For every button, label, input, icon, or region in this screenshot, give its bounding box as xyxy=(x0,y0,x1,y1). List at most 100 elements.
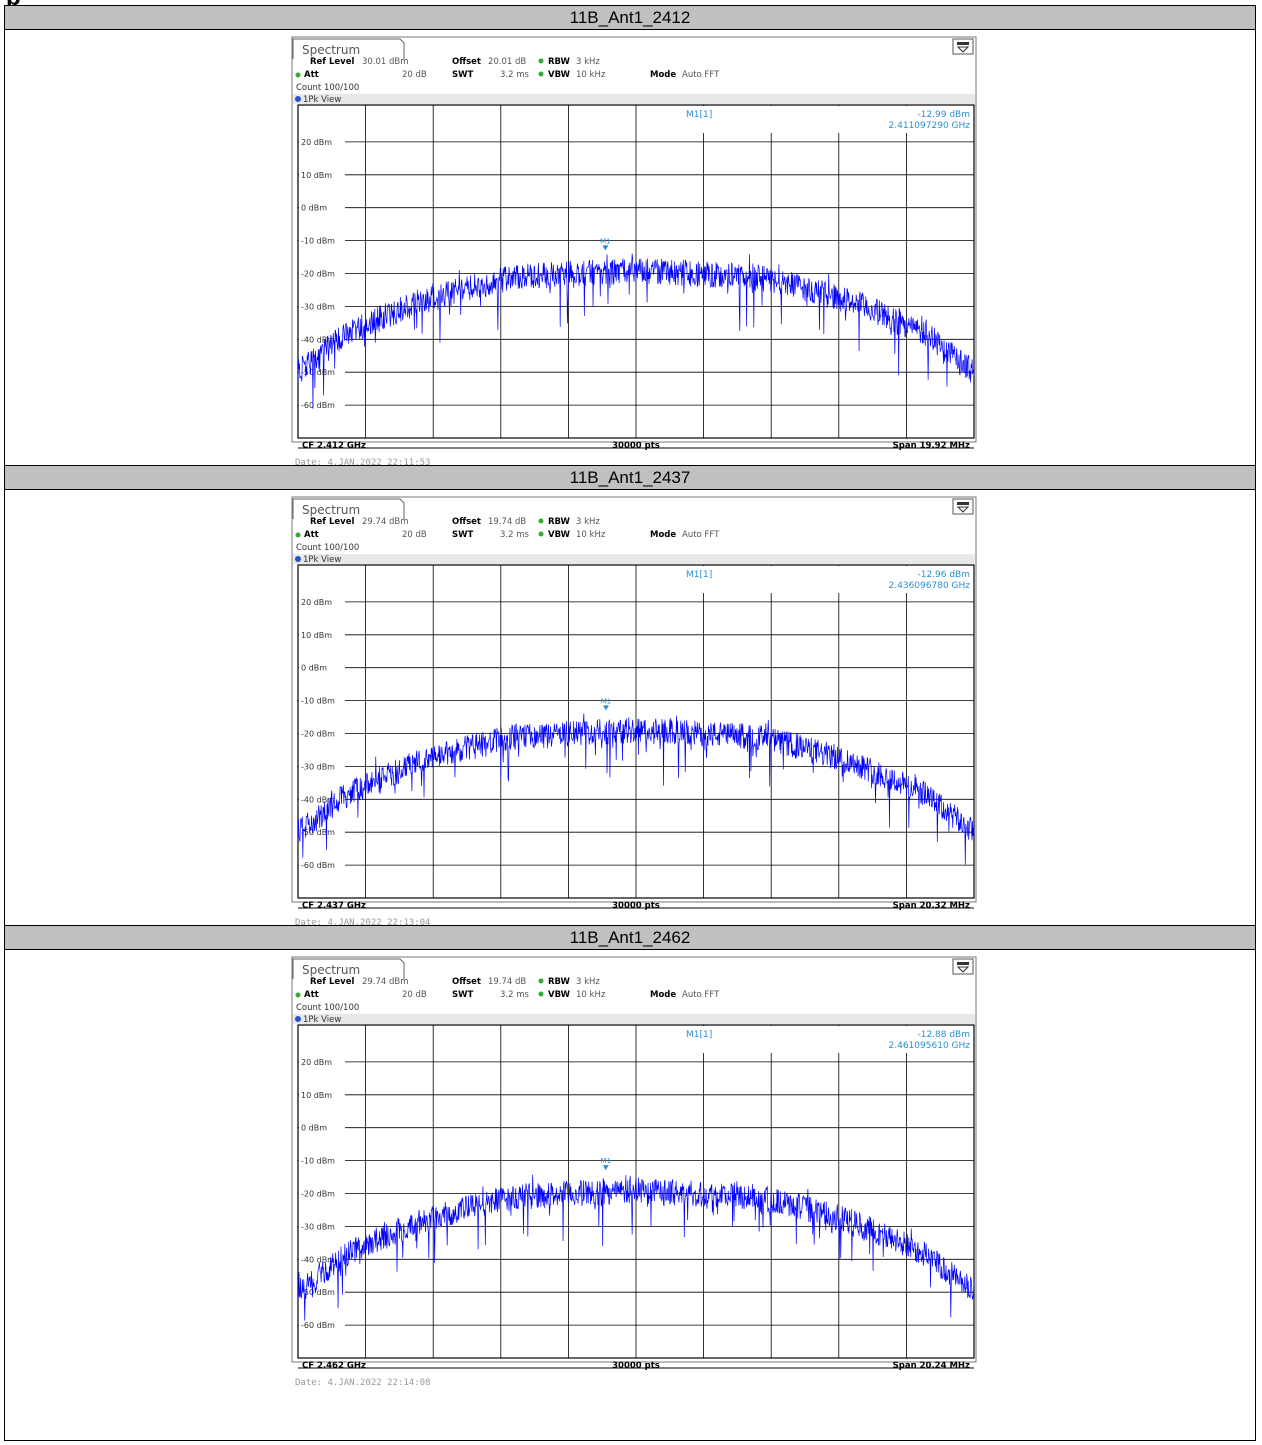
view-label: 1Pk View xyxy=(303,1015,341,1025)
capture-date: Date: 4.JAN.2022 22:13:04 xyxy=(295,918,431,928)
spectrum-tab-label: Spectrum xyxy=(302,43,360,57)
y-tick-label: -50 dBm xyxy=(301,828,335,837)
view-indicator-dot xyxy=(295,1016,301,1022)
ref-level-label: Ref Level xyxy=(310,57,354,67)
y-tick-label: -10 dBm xyxy=(301,697,335,706)
vbw-label: VBW xyxy=(548,530,571,540)
offset-value: 19.74 dB xyxy=(488,977,526,987)
spectrum-trace xyxy=(297,713,975,865)
span-label: Span 19.92 MHz xyxy=(893,441,970,451)
y-tick-label: 0 dBm xyxy=(301,1124,327,1133)
vbw-value: 10 kHz xyxy=(576,70,606,80)
marker-m1-triangle[interactable] xyxy=(602,705,609,711)
att-status-dot xyxy=(295,72,301,78)
marker-level-readout: -12.88 dBm xyxy=(917,1030,970,1040)
swt-value: 3.2 ms xyxy=(500,70,529,80)
ref-level-value: 30.01 dBm xyxy=(362,57,409,67)
y-tick-label: 0 dBm xyxy=(301,204,327,213)
y-tick-label-bg xyxy=(299,234,345,246)
y-tick-label-bg xyxy=(299,1253,345,1265)
y-tick-label: -30 dBm xyxy=(301,1222,335,1231)
y-tick-label-bg xyxy=(299,628,345,640)
y-tick-label: 10 dBm xyxy=(301,1091,332,1100)
y-tick-label-bg xyxy=(299,168,345,180)
instrument-status-icon[interactable] xyxy=(952,498,974,515)
y-tick-label-bg xyxy=(299,366,345,378)
y-tick-label-bg xyxy=(299,1088,345,1100)
y-tick-label: -30 dBm xyxy=(301,302,335,311)
chart-title-row: 11B_Ant1_2437 xyxy=(4,465,1256,490)
y-tick-label: -40 dBm xyxy=(301,1255,335,1264)
y-tick-label-bg xyxy=(299,1055,345,1067)
swt-value: 3.2 ms xyxy=(500,530,529,540)
chart-title-row: 11B_Ant1_2462 xyxy=(4,925,1256,950)
points-label: 30000 pts xyxy=(612,901,660,911)
rbw-value: 3 kHz xyxy=(576,57,600,67)
points-label: 30000 pts xyxy=(612,1361,660,1371)
mode-label: Mode xyxy=(650,530,676,540)
ref-level-value: 29.74 dBm xyxy=(362,977,409,987)
marker-m1-label: M1 xyxy=(601,1157,612,1165)
chart-title-row: 11B_Ant1_2412 xyxy=(4,5,1256,30)
att-value: 20 dB xyxy=(402,70,427,80)
y-tick-label-bg xyxy=(299,1286,345,1298)
spectrum-tab[interactable] xyxy=(292,958,405,979)
rbw-label: RBW xyxy=(548,977,571,987)
spectrum-tab[interactable] xyxy=(292,498,405,519)
y-tick-label-bg xyxy=(299,694,345,706)
vbw-status-dot xyxy=(538,531,544,537)
capture-date: Date: 4.JAN.2022 22:14:08 xyxy=(295,1378,431,1388)
vbw-label: VBW xyxy=(548,990,571,1000)
att-label: Att xyxy=(304,530,319,540)
rbw-label: RBW xyxy=(548,517,571,527)
view-label: 1Pk View xyxy=(303,555,341,565)
view-bar xyxy=(293,1014,975,1024)
rbw-label: RBW xyxy=(548,57,571,67)
marker-m1-triangle[interactable] xyxy=(602,1165,609,1171)
count-readout: Count 100/100 xyxy=(296,543,359,553)
y-tick-label: -60 dBm xyxy=(301,401,335,410)
vbw-value: 10 kHz xyxy=(576,990,606,1000)
y-tick-label-bg xyxy=(299,1154,345,1166)
y-tick-label-bg xyxy=(299,300,345,312)
ref-level-value: 29.74 dBm xyxy=(362,517,409,527)
y-tick-label: -20 dBm xyxy=(301,1190,335,1199)
swt-label: SWT xyxy=(452,990,473,1000)
y-tick-label: -40 dBm xyxy=(301,335,335,344)
mode-value: Auto FFT xyxy=(682,530,720,540)
y-tick-label: 0 dBm xyxy=(301,664,327,673)
marker-readout-bg xyxy=(670,106,970,133)
offset-label: Offset xyxy=(452,57,481,67)
spectrum-trace xyxy=(297,253,975,409)
y-tick-label: 20 dBm xyxy=(301,1058,332,1067)
spectrum-tab[interactable] xyxy=(292,38,405,59)
marker-readout-bg xyxy=(670,1026,970,1053)
spectrum-tab-label: Spectrum xyxy=(302,503,360,517)
center-frequency-label: CF 2.437 GHz xyxy=(302,901,366,911)
offset-value: 20.01 dB xyxy=(488,57,526,67)
instrument-status-icon[interactable] xyxy=(952,958,974,975)
y-tick-label: 20 dBm xyxy=(301,598,332,607)
att-label: Att xyxy=(304,70,319,80)
y-tick-label: -60 dBm xyxy=(301,1321,335,1330)
y-tick-label-bg xyxy=(299,1187,345,1199)
instrument-status-icon[interactable] xyxy=(952,38,974,55)
marker-freq-readout: 2.461095610 GHz xyxy=(889,1041,971,1051)
center-frequency-label: CF 2.462 GHz xyxy=(302,1361,366,1371)
y-tick-label: -10 dBm xyxy=(301,1157,335,1166)
marker-readout-label: M1[1] xyxy=(686,570,712,580)
y-tick-label: -60 dBm xyxy=(301,861,335,870)
marker-m1-triangle[interactable] xyxy=(602,245,609,251)
marker-readout-label: M1[1] xyxy=(686,1030,712,1040)
y-tick-label-bg xyxy=(299,1319,345,1331)
view-indicator-dot xyxy=(295,556,301,562)
att-status-dot xyxy=(295,992,301,998)
spectrum-trace xyxy=(297,1174,975,1321)
capture-date: Date: 4.JAN.2022 22:11:53 xyxy=(295,458,431,468)
span-label: Span 20.24 MHz xyxy=(893,1361,970,1371)
rbw-status-dot xyxy=(538,978,544,984)
offset-label: Offset xyxy=(452,517,481,527)
y-tick-label-bg xyxy=(299,399,345,411)
